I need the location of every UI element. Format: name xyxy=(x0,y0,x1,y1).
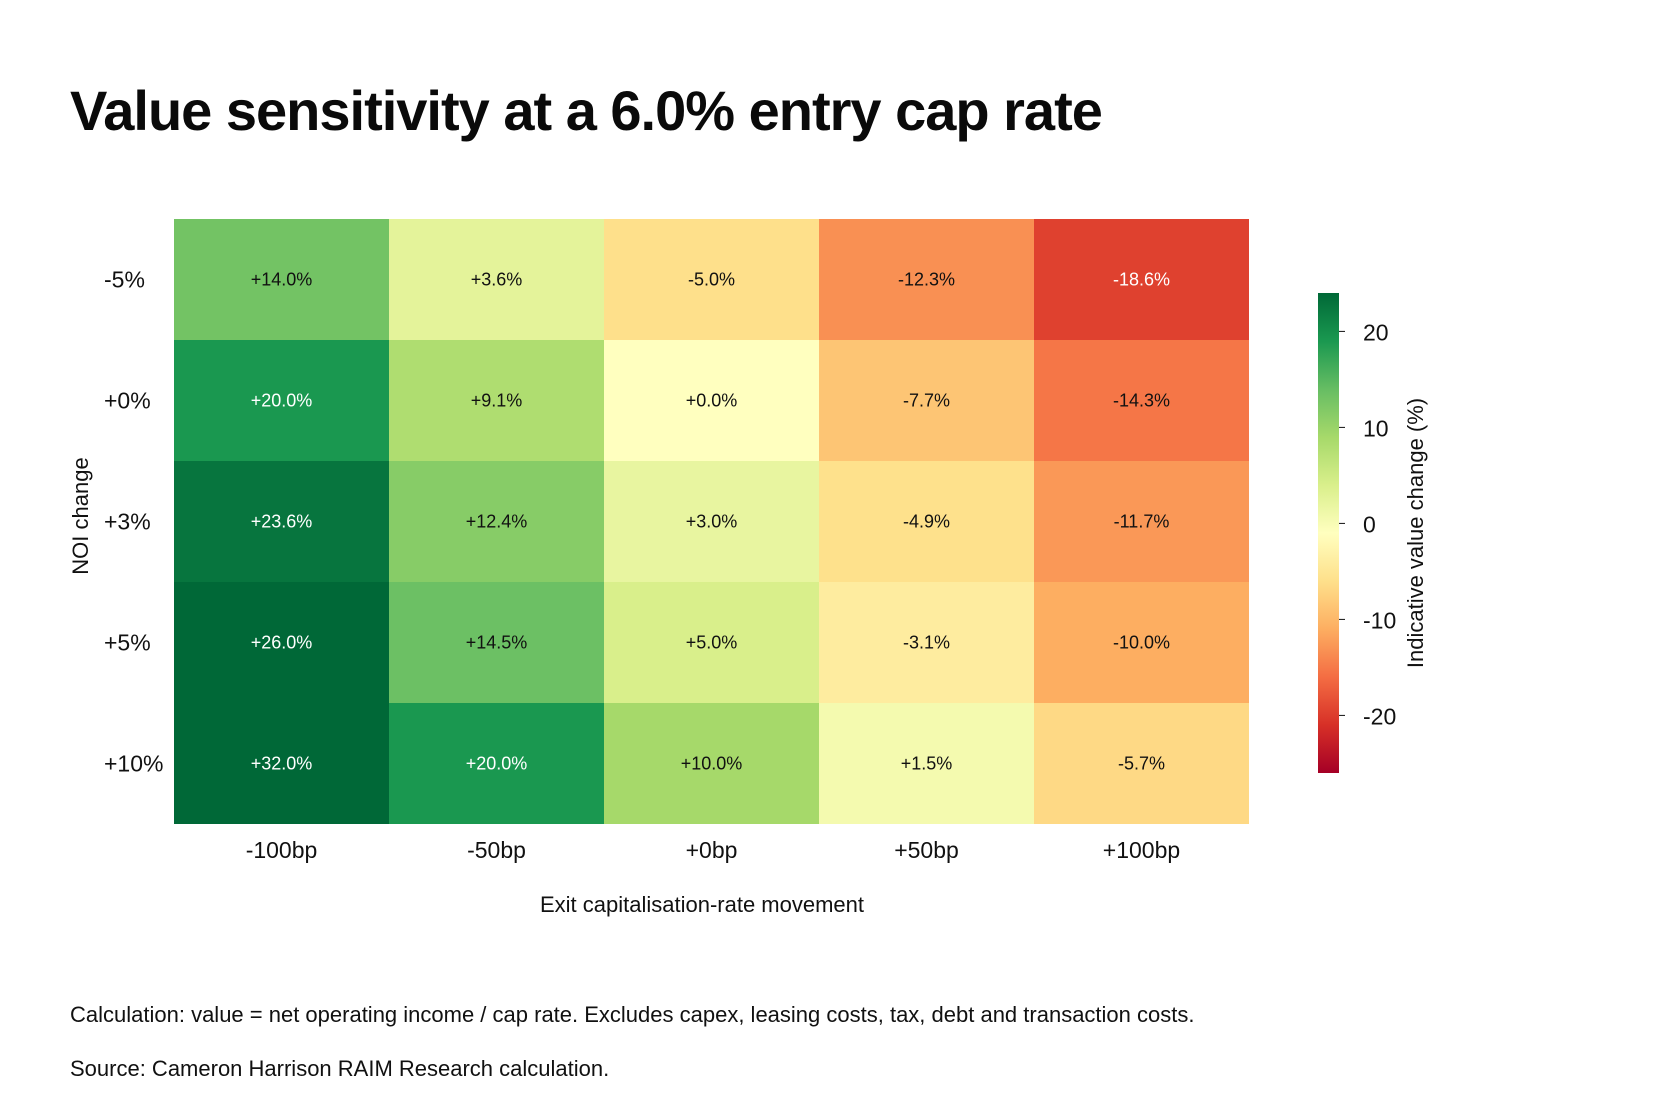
cell-value-label: +3.6% xyxy=(471,270,523,290)
cell-value-label: +0.0% xyxy=(686,391,738,411)
colorbar-tick-label: 0 xyxy=(1363,511,1376,537)
heatmap-cell xyxy=(174,582,389,703)
heatmap-cell xyxy=(604,219,819,340)
x-axis-title: Exit capitalisation-rate movement xyxy=(540,892,864,917)
heatmap-cell xyxy=(174,461,389,582)
heatmap-cells: +14.0% +3.6% -5.0% -12.3% -18.6% +20.0% +9.1% +… xyxy=(174,219,1249,824)
cell-value-label: -5.0% xyxy=(688,270,735,290)
x-tick-label: +100bp xyxy=(1103,837,1180,863)
y-tick-label: +0% xyxy=(104,388,151,414)
heatmap-cell xyxy=(819,582,1034,703)
cell-value-label: -10.0% xyxy=(1113,633,1170,653)
x-tick-label: -50bp xyxy=(467,837,526,863)
cell-value-label: -4.9% xyxy=(903,512,950,532)
heatmap-cell xyxy=(819,340,1034,461)
y-tick-label: +5% xyxy=(104,630,151,656)
cell-value-label: +20.0% xyxy=(251,391,313,411)
cell-value-label: +23.6% xyxy=(251,512,313,532)
calculation-note: Calculation: value = net operating incom… xyxy=(70,1002,1195,1027)
cell-value-label: +12.4% xyxy=(466,512,528,532)
y-tick-label: +3% xyxy=(104,509,151,535)
cell-value-label: +5.0% xyxy=(686,633,738,653)
cell-value-label: +32.0% xyxy=(251,754,313,774)
heatmap-cell xyxy=(604,340,819,461)
x-tick-label: +0bp xyxy=(686,837,738,863)
chart-title: Value sensitivity at a 6.0% entry cap ra… xyxy=(70,79,1103,142)
heatmap-cell xyxy=(389,582,604,703)
colorbar-gradient xyxy=(1318,293,1339,773)
colorbar-tick-label: -20 xyxy=(1363,703,1396,729)
heatmap-cell xyxy=(604,582,819,703)
cell-value-label: +26.0% xyxy=(251,633,313,653)
cell-value-label: -3.1% xyxy=(903,633,950,653)
heatmap-cell xyxy=(604,703,819,824)
heatmap-cell xyxy=(1034,340,1249,461)
heatmap-cell xyxy=(389,219,604,340)
cell-value-label: +9.1% xyxy=(471,391,523,411)
heatmap-cell xyxy=(604,461,819,582)
heatmap-cell xyxy=(174,340,389,461)
y-tick-label: +10% xyxy=(104,751,163,777)
y-tick-label: -5% xyxy=(104,267,145,293)
heatmap-cell xyxy=(819,461,1034,582)
colorbar-ticks: 20 10 0 -10 -20 xyxy=(1339,319,1396,729)
heatmap-cell xyxy=(389,703,604,824)
cell-value-label: +14.5% xyxy=(466,633,528,653)
y-tick-labels: -5% +0% +3% +5% +10% xyxy=(104,267,163,777)
source-note: Source: Cameron Harrison RAIM Research c… xyxy=(70,1056,610,1081)
colorbar-tick-label: -10 xyxy=(1363,607,1396,633)
heatmap-cell xyxy=(389,461,604,582)
heatmap-cell xyxy=(1034,703,1249,824)
cell-value-label: -14.3% xyxy=(1113,391,1170,411)
cell-value-label: -5.7% xyxy=(1118,754,1165,774)
colorbar-tick-label: 10 xyxy=(1363,415,1389,441)
x-tick-labels: -100bp -50bp +0bp +50bp +100bp xyxy=(246,837,1181,863)
x-tick-label: -100bp xyxy=(246,837,318,863)
heatmap-cell xyxy=(174,703,389,824)
cell-value-label: +1.5% xyxy=(901,754,953,774)
colorbar-tick-label: 20 xyxy=(1363,319,1389,345)
cell-value-label: +14.0% xyxy=(251,270,313,290)
y-axis-title: NOI change xyxy=(68,457,93,574)
cell-value-label: +20.0% xyxy=(466,754,528,774)
x-tick-label: +50bp xyxy=(894,837,959,863)
cell-value-label: +3.0% xyxy=(686,512,738,532)
heatmap-cell xyxy=(1034,461,1249,582)
heatmap-cell xyxy=(1034,582,1249,703)
heatmap-cell xyxy=(1034,219,1249,340)
cell-value-label: -11.7% xyxy=(1114,512,1170,532)
heatmap-cell xyxy=(819,219,1034,340)
cell-value-label: -12.3% xyxy=(898,270,955,290)
cell-value-label: -7.7% xyxy=(903,391,950,411)
cell-value-label: -18.6% xyxy=(1113,270,1170,290)
heatmap-cell xyxy=(389,340,604,461)
cell-value-label: +10.0% xyxy=(681,754,743,774)
heatmap-cell xyxy=(819,703,1034,824)
colorbar-title: Indicative value change (%) xyxy=(1403,398,1428,668)
colorbar: 20 10 0 -10 -20 Indicative value change (%) xyxy=(1318,293,1428,773)
heatmap-cell xyxy=(174,219,389,340)
